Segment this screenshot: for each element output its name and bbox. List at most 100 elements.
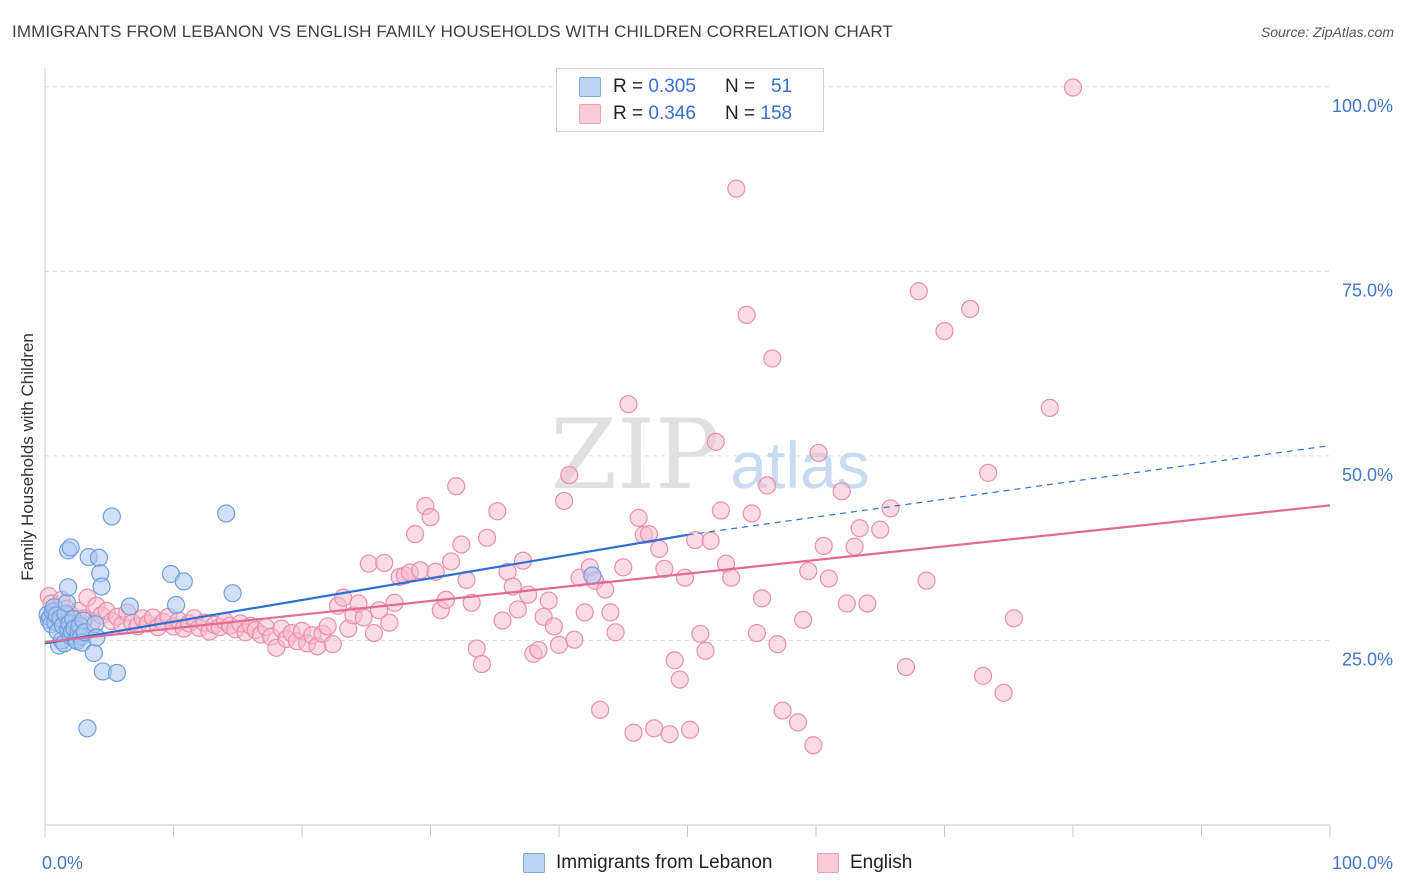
data-point-english <box>519 585 538 604</box>
data-point-lebanon <box>78 719 97 738</box>
data-point-english <box>601 603 620 622</box>
series-legend-label-blue: Immigrants from Lebanon <box>556 852 773 873</box>
data-point-english <box>850 519 869 538</box>
data-point-english <box>441 552 461 571</box>
trendline-lebanon <box>44 533 688 645</box>
data-point-english <box>837 594 856 613</box>
y-tick-label: 25.0% <box>1342 649 1393 669</box>
data-point-english <box>629 508 648 527</box>
data-point-english <box>421 508 440 527</box>
data-point-lebanon <box>217 504 236 523</box>
data-point-english <box>680 720 700 739</box>
data-point-english <box>858 594 877 613</box>
legend-n-label-blue: N = <box>725 76 756 97</box>
data-point-english <box>809 443 828 463</box>
data-point-lebanon <box>583 566 602 585</box>
data-point-english <box>411 561 430 580</box>
data-point-english <box>488 502 507 521</box>
data-point-lebanon <box>166 595 186 615</box>
data-point-english <box>318 617 337 636</box>
grid-layer <box>45 86 1330 641</box>
legend-r-label-blue: R = <box>613 76 644 97</box>
data-point-english <box>763 349 782 368</box>
legend-n-pink: N = 158 <box>725 103 792 125</box>
data-point-english <box>467 639 486 658</box>
labels-layer: 25.0% 50.0% 75.0% 100.0% 0.0% 100.0% Family Ho… <box>18 96 1393 873</box>
data-point-lebanon <box>57 593 76 612</box>
legend-r-value-blue: 0.305 <box>648 76 696 97</box>
data-point-english <box>722 568 741 587</box>
data-point-english <box>832 482 851 501</box>
series-legend-label-pink: English <box>850 852 913 873</box>
data-point-english <box>1004 609 1023 628</box>
data-point-english <box>814 536 833 556</box>
data-point-english <box>639 525 659 544</box>
y-tick-label: 75.0% <box>1342 280 1393 300</box>
data-point-english <box>701 531 720 550</box>
data-point-lebanon <box>92 577 111 596</box>
data-point-english <box>973 666 993 685</box>
data-point-english <box>544 617 563 636</box>
data-point-english <box>655 559 674 578</box>
source-label: Source: ZipAtlas.com <box>1260 24 1394 40</box>
legend-r-value-pink: 0.346 <box>648 103 696 124</box>
data-point-english <box>452 535 471 554</box>
data-point-english <box>1063 78 1083 97</box>
legend-n-label-pink: N = <box>725 103 756 124</box>
data-point-english <box>711 501 731 520</box>
data-point-english <box>405 525 425 544</box>
data-point-english <box>896 657 916 677</box>
data-point-english <box>560 465 579 485</box>
data-point-english <box>788 713 808 732</box>
stats-legend: R = 0.305 N = 51 R = 0.346 N = 158 <box>556 68 824 132</box>
data-point-english <box>508 600 527 619</box>
data-point-english <box>758 476 777 495</box>
data-point-english <box>650 539 669 559</box>
legend-swatch-pink <box>579 104 601 124</box>
data-point-english <box>665 651 684 670</box>
data-point-english <box>606 623 625 642</box>
data-point-lebanon <box>59 578 78 597</box>
data-point-lebanon <box>174 572 193 591</box>
legend-swatch-blue <box>579 77 601 97</box>
data-point-english <box>675 568 695 587</box>
data-point-english <box>773 701 792 720</box>
data-point-english <box>555 491 574 511</box>
data-point-english <box>575 603 594 622</box>
legend-n-value-pink: 158 <box>760 103 793 124</box>
data-point-english <box>794 610 813 629</box>
data-point-english <box>979 463 998 482</box>
data-point-english <box>768 635 787 654</box>
data-point-english <box>529 640 548 660</box>
data-point-english <box>994 683 1013 702</box>
series-legend-swatch-pink <box>817 853 839 873</box>
trendline-english <box>44 504 1331 644</box>
data-point-english <box>477 528 497 547</box>
data-point-english <box>462 593 481 612</box>
data-point-english <box>549 635 569 654</box>
data-point-english <box>565 630 584 649</box>
data-point-english <box>747 623 766 643</box>
data-point-english <box>614 558 633 577</box>
data-point-english <box>737 305 756 324</box>
data-point-english <box>447 477 466 496</box>
data-point-english <box>380 613 399 632</box>
legend-r-pink: R = 0.346 <box>613 103 696 125</box>
points-layer <box>38 78 1083 755</box>
y-axis-label: Family Households with Children <box>18 333 37 581</box>
data-point-english <box>881 499 900 518</box>
data-point-english <box>359 554 378 573</box>
data-point-lebanon <box>102 507 121 526</box>
data-point-lebanon <box>223 584 242 603</box>
data-point-english <box>364 623 384 643</box>
trendline-lebanon-extension <box>687 444 1331 536</box>
trend-layer <box>44 444 1331 645</box>
x-tick-label-max: 100.0% <box>1332 853 1393 873</box>
data-point-english <box>591 700 610 719</box>
data-point-english <box>799 561 818 581</box>
data-point-english <box>691 624 710 643</box>
data-point-english <box>742 504 761 523</box>
data-point-lebanon <box>120 597 139 616</box>
data-point-english <box>706 432 725 451</box>
